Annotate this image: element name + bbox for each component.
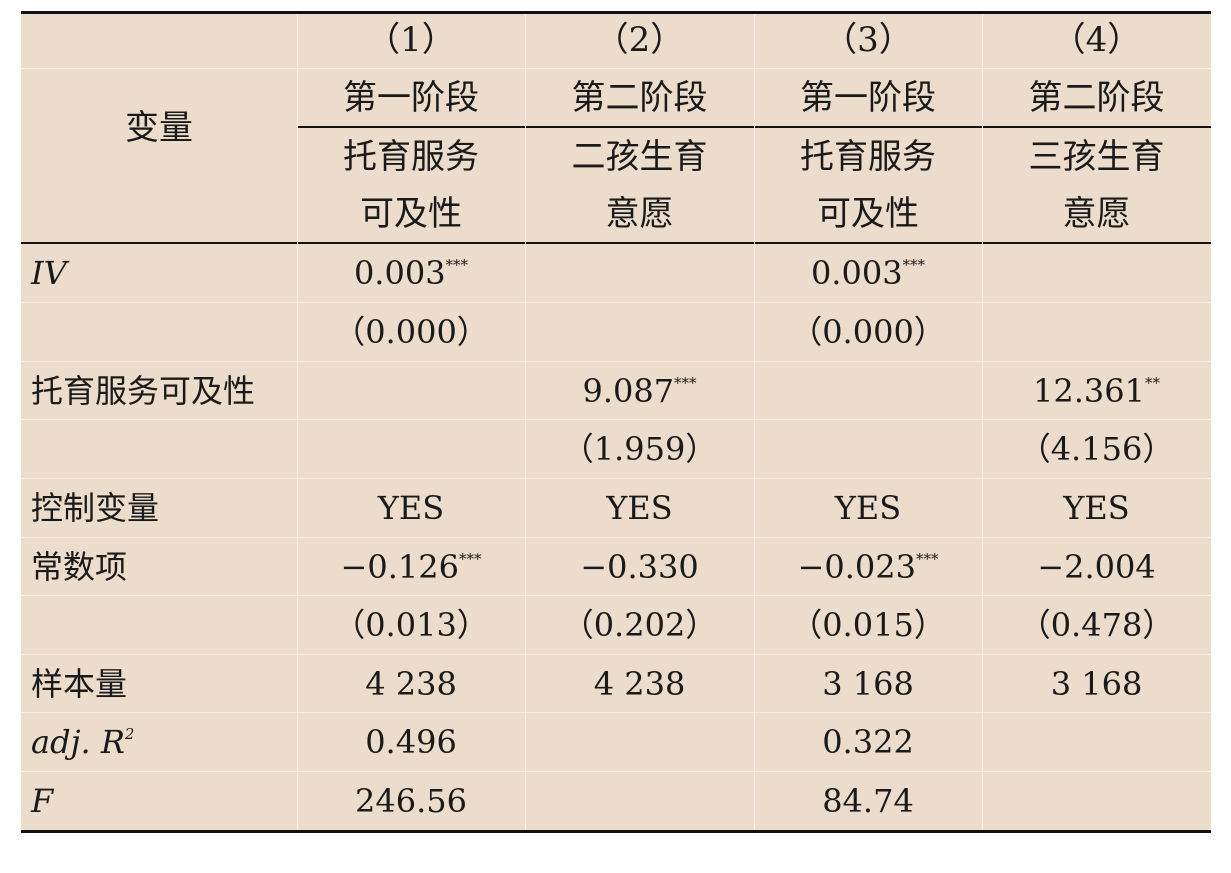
value-cell: 3 168 xyxy=(1050,665,1143,703)
header-rule xyxy=(21,242,1211,244)
grid-line xyxy=(21,537,1211,538)
grid-line xyxy=(21,595,1211,596)
col-stage: 第一阶段 xyxy=(343,78,479,118)
row-label-f: F xyxy=(31,782,54,820)
coef-cell: 0.003*** xyxy=(810,254,926,292)
value-cell: YES xyxy=(834,489,902,527)
se-cell: （4.156） xyxy=(1018,430,1175,468)
se-cell: （0.013） xyxy=(333,606,489,644)
grid-line xyxy=(21,68,1211,69)
col-number: （1） xyxy=(366,20,456,60)
col-dependent-var: 托育服务 xyxy=(800,137,936,177)
value-cell: 0.322 xyxy=(822,723,914,761)
se-cell: （1.959） xyxy=(561,430,718,468)
value-cell: 246.56 xyxy=(355,782,467,820)
value-cell: 4 238 xyxy=(365,665,457,703)
row-label-iv: IV xyxy=(31,254,67,292)
row-label-constant: 常数项 xyxy=(31,548,128,586)
col-dependent-var: 意愿 xyxy=(605,194,674,234)
col-dependent-var: 可及性 xyxy=(360,194,462,234)
coef-cell: −2.004 xyxy=(1037,548,1156,586)
se-cell: （0.478） xyxy=(1018,606,1175,644)
grid-line xyxy=(982,14,983,830)
stub-header: 变量 xyxy=(125,108,193,148)
value-cell: 84.74 xyxy=(822,782,914,820)
se-cell: （0.202） xyxy=(561,606,718,644)
se-cell: （0.015） xyxy=(790,606,946,644)
value-cell: 4 238 xyxy=(593,665,686,703)
top-rule xyxy=(21,11,1211,14)
grid-line xyxy=(21,302,1211,303)
grid-line xyxy=(21,419,1211,420)
col-number: （3） xyxy=(823,20,913,60)
value-cell: 3 168 xyxy=(822,665,914,703)
coef-cell: −0.023*** xyxy=(797,548,939,586)
row-label-adj-r2: adj. R2 xyxy=(31,723,135,761)
col-dependent-var: 二孩生育 xyxy=(571,137,708,177)
col-stage: 第二阶段 xyxy=(571,78,708,118)
coef-cell: 0.003*** xyxy=(353,254,469,292)
col-stage: 第二阶段 xyxy=(1028,78,1165,118)
col-number: （2） xyxy=(594,20,685,60)
grid-line xyxy=(21,478,1211,479)
coef-cell: −0.330 xyxy=(580,548,699,586)
row-label-sample-size: 样本量 xyxy=(31,665,128,703)
col-dependent-var: 托育服务 xyxy=(343,137,479,177)
grid-line xyxy=(21,361,1211,362)
grid-line xyxy=(297,14,298,830)
col-number: （4） xyxy=(1051,20,1142,60)
regression-table: 变量 （1） （2） （3） （4） 第一阶段 第二阶段 第一阶段 第二阶段 托… xyxy=(21,11,1211,833)
coef-cell: 9.087*** xyxy=(582,372,697,410)
grid-line xyxy=(525,14,526,830)
coef-cell: 12.361** xyxy=(1033,372,1160,410)
row-label-controls: 控制变量 xyxy=(31,489,160,527)
value-cell: YES xyxy=(377,489,445,527)
bottom-rule xyxy=(21,830,1211,833)
se-cell: （0.000） xyxy=(333,313,489,351)
row-label-access: 托育服务可及性 xyxy=(31,372,256,410)
grid-line xyxy=(754,14,755,830)
se-cell: （0.000） xyxy=(790,313,946,351)
coef-cell: −0.126*** xyxy=(340,548,482,586)
value-cell: YES xyxy=(1063,489,1130,527)
col-dependent-var: 意愿 xyxy=(1062,194,1131,234)
col-dependent-var: 三孩生育 xyxy=(1028,137,1165,177)
grid-line xyxy=(21,654,1211,655)
col-stage: 第一阶段 xyxy=(800,78,936,118)
value-cell: YES xyxy=(606,489,673,527)
col-dependent-var: 可及性 xyxy=(817,194,919,234)
grid-line xyxy=(21,771,1211,772)
grid-line xyxy=(21,712,1211,713)
value-cell: 0.496 xyxy=(365,723,457,761)
